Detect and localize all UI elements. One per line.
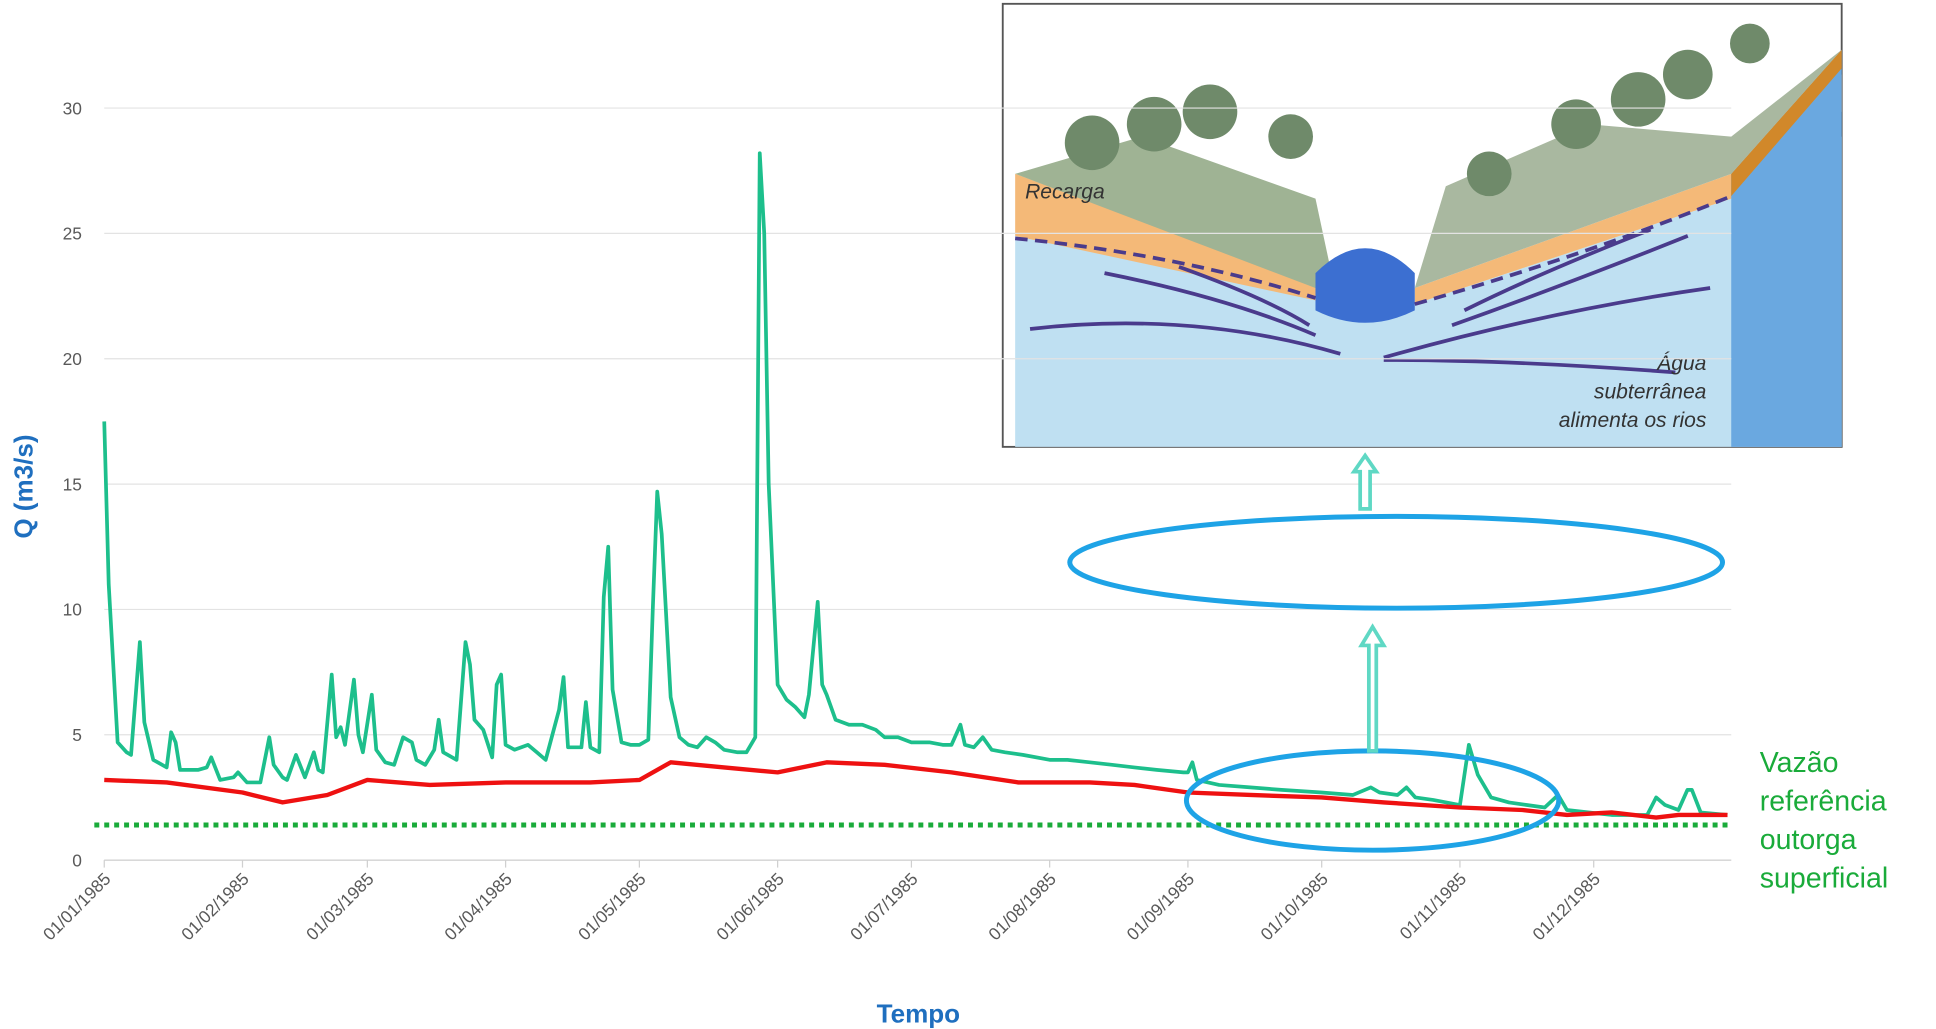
inset-label: Água [1656, 352, 1706, 375]
inset-diagram: Recarga Água subterrânea alimenta os rio… [1001, 2, 1843, 448]
highlight-ellipse [1067, 513, 1726, 611]
data-line [102, 151, 1728, 817]
annotation: superficial [1760, 862, 1888, 894]
arrow [1358, 623, 1388, 753]
inset-label: subterrânea [1594, 380, 1707, 403]
x-tick-label: 01/07/1985 [846, 869, 922, 945]
x-tick-label: 01/08/1985 [984, 869, 1060, 945]
inset-label: alimenta os rios [1559, 409, 1707, 432]
y-tick-label: 10 [63, 600, 82, 620]
x-axis-title: Tempo [877, 999, 960, 1029]
x-tick-label: 01/09/1985 [1123, 869, 1199, 945]
x-tick-label: 01/05/1985 [574, 869, 650, 945]
y-tick-label: 0 [72, 850, 82, 870]
y-tick-label: 20 [63, 349, 82, 369]
y-axis-title: Q (m3/s) [8, 434, 38, 538]
x-tick-label: 01/01/1985 [39, 869, 115, 945]
data-line [104, 760, 1728, 820]
callouts [1067, 452, 1726, 853]
x-tick-label: 01/11/1985 [1396, 869, 1471, 944]
inset-label: Recarga [1025, 181, 1105, 204]
annotation: referência [1760, 785, 1887, 817]
y-tick-label: 5 [72, 725, 82, 745]
x-tick-label: 01/10/1985 [1256, 869, 1332, 945]
y-tick-label: 15 [63, 474, 82, 494]
x-tick-label: 01/06/1985 [712, 869, 788, 945]
y-tick-label: 25 [63, 224, 82, 244]
x-tick-label: 01/04/1985 [440, 869, 516, 945]
x-tick-label: 01/12/1985 [1528, 869, 1604, 945]
arrow [1350, 452, 1380, 511]
y-tick-label: 30 [63, 98, 82, 118]
annotation: Vazão [1760, 747, 1839, 779]
annotation: outorga [1760, 824, 1857, 856]
x-tick-label: 01/02/1985 [177, 869, 253, 945]
x-tick-label: 01/03/1985 [302, 869, 378, 945]
